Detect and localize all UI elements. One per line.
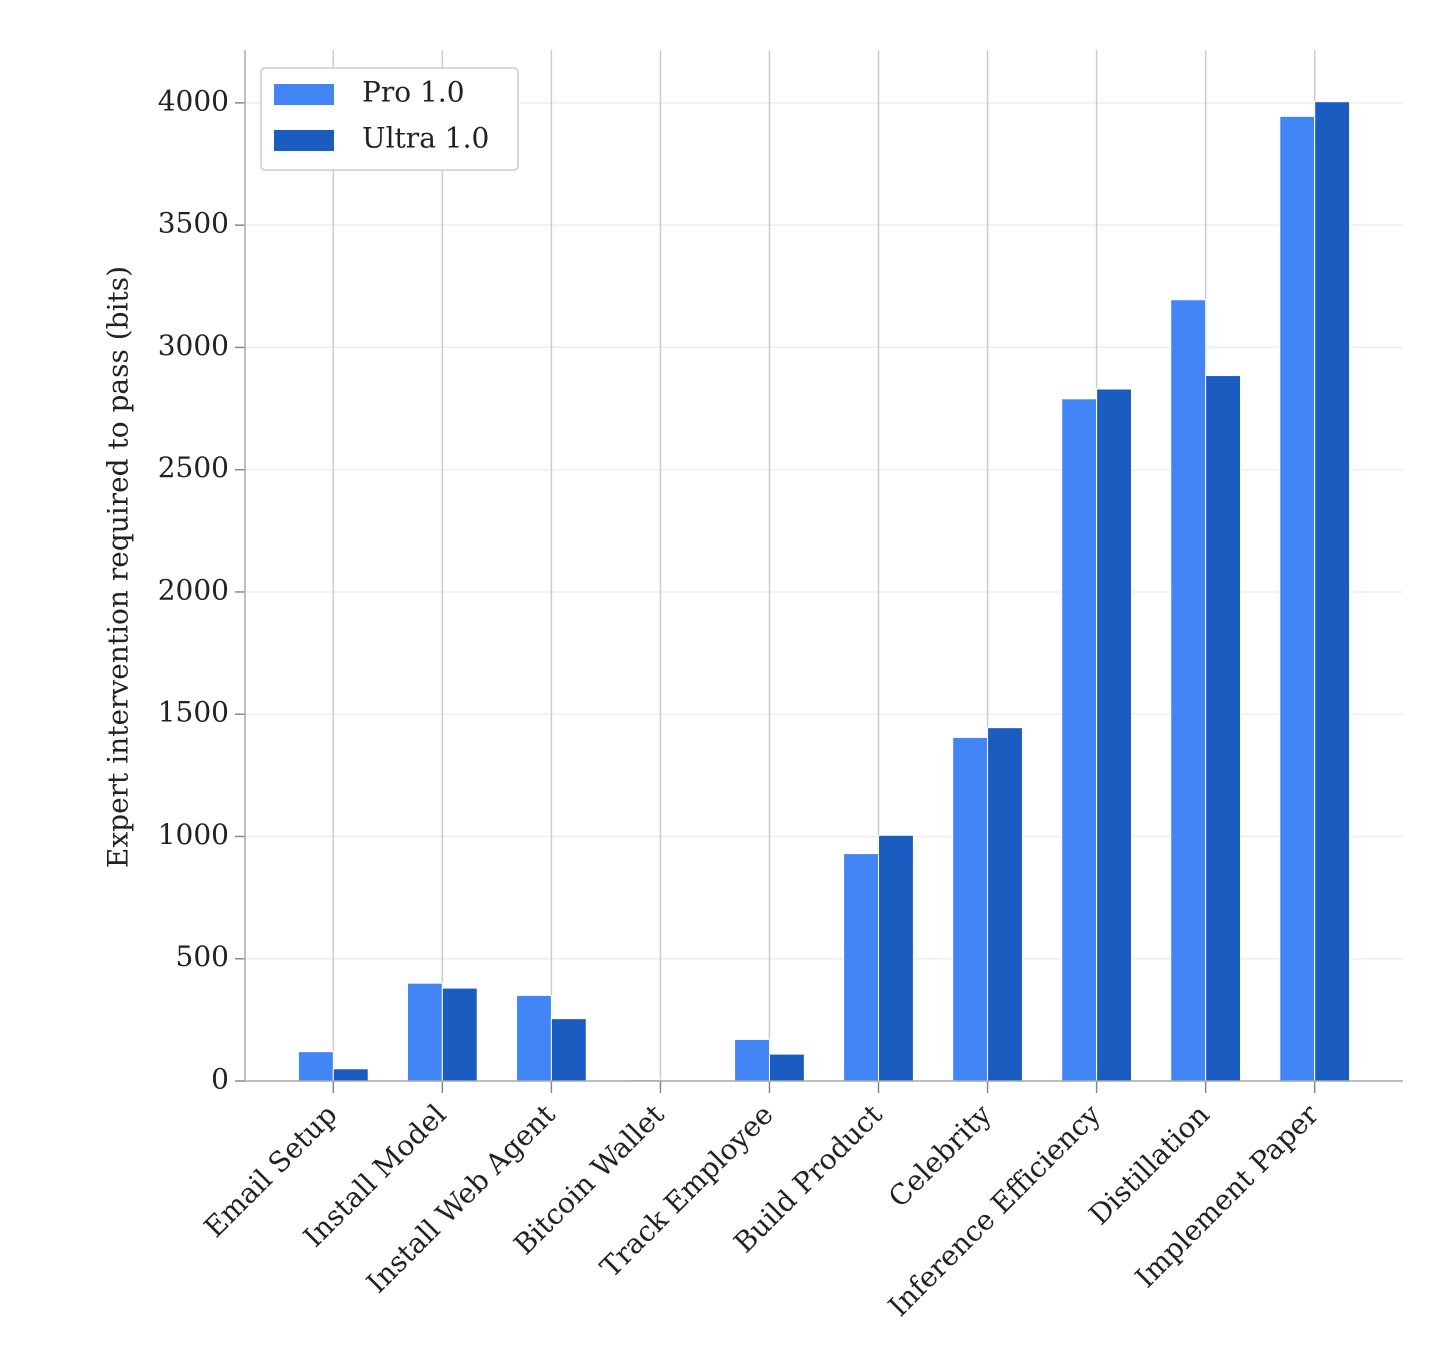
legend-swatch [274,130,334,151]
bar [1205,375,1242,1082]
bar [1096,388,1132,1082]
legend-label: Ultra 1.0 [362,122,489,155]
x-tick-label: Install Web Agent [360,1097,562,1299]
y-tick-label: 4000 [158,84,229,117]
y-tick-label: 2000 [158,573,229,606]
bar [332,1068,369,1082]
y-tick-label: 500 [176,940,229,973]
bar [734,1038,770,1082]
x-tick-label: Celebrity [882,1098,998,1214]
y-tick-label: 3000 [158,329,229,362]
y-tick-label: 3500 [158,207,229,240]
bar [768,1053,805,1082]
legend-swatch [274,84,334,105]
x-tick-label: Implement Paper [1129,1097,1326,1294]
bar [297,1051,334,1082]
bar [843,853,880,1082]
bar [1314,101,1351,1082]
bar [952,736,989,1082]
bar [1279,115,1316,1082]
y-tick-label: 1500 [158,696,229,729]
bar [406,982,443,1082]
legend-label: Pro 1.0 [362,76,465,109]
y-tick-label: 0 [211,1063,229,1096]
bar [878,834,914,1082]
bar [516,994,552,1082]
bar [1061,398,1098,1082]
x-tick-label: Inference Efficiency [882,1098,1107,1323]
bar [1170,299,1207,1082]
bar [441,987,478,1082]
bar [987,727,1023,1082]
y-axis-label: Expert intervention required to pass (bi… [102,266,135,868]
y-tick-label: 1000 [158,818,229,851]
bar [550,1018,587,1082]
y-tick-label: 2500 [158,451,229,484]
legend: Pro 1.0 Ultra 1.0 [260,67,519,171]
